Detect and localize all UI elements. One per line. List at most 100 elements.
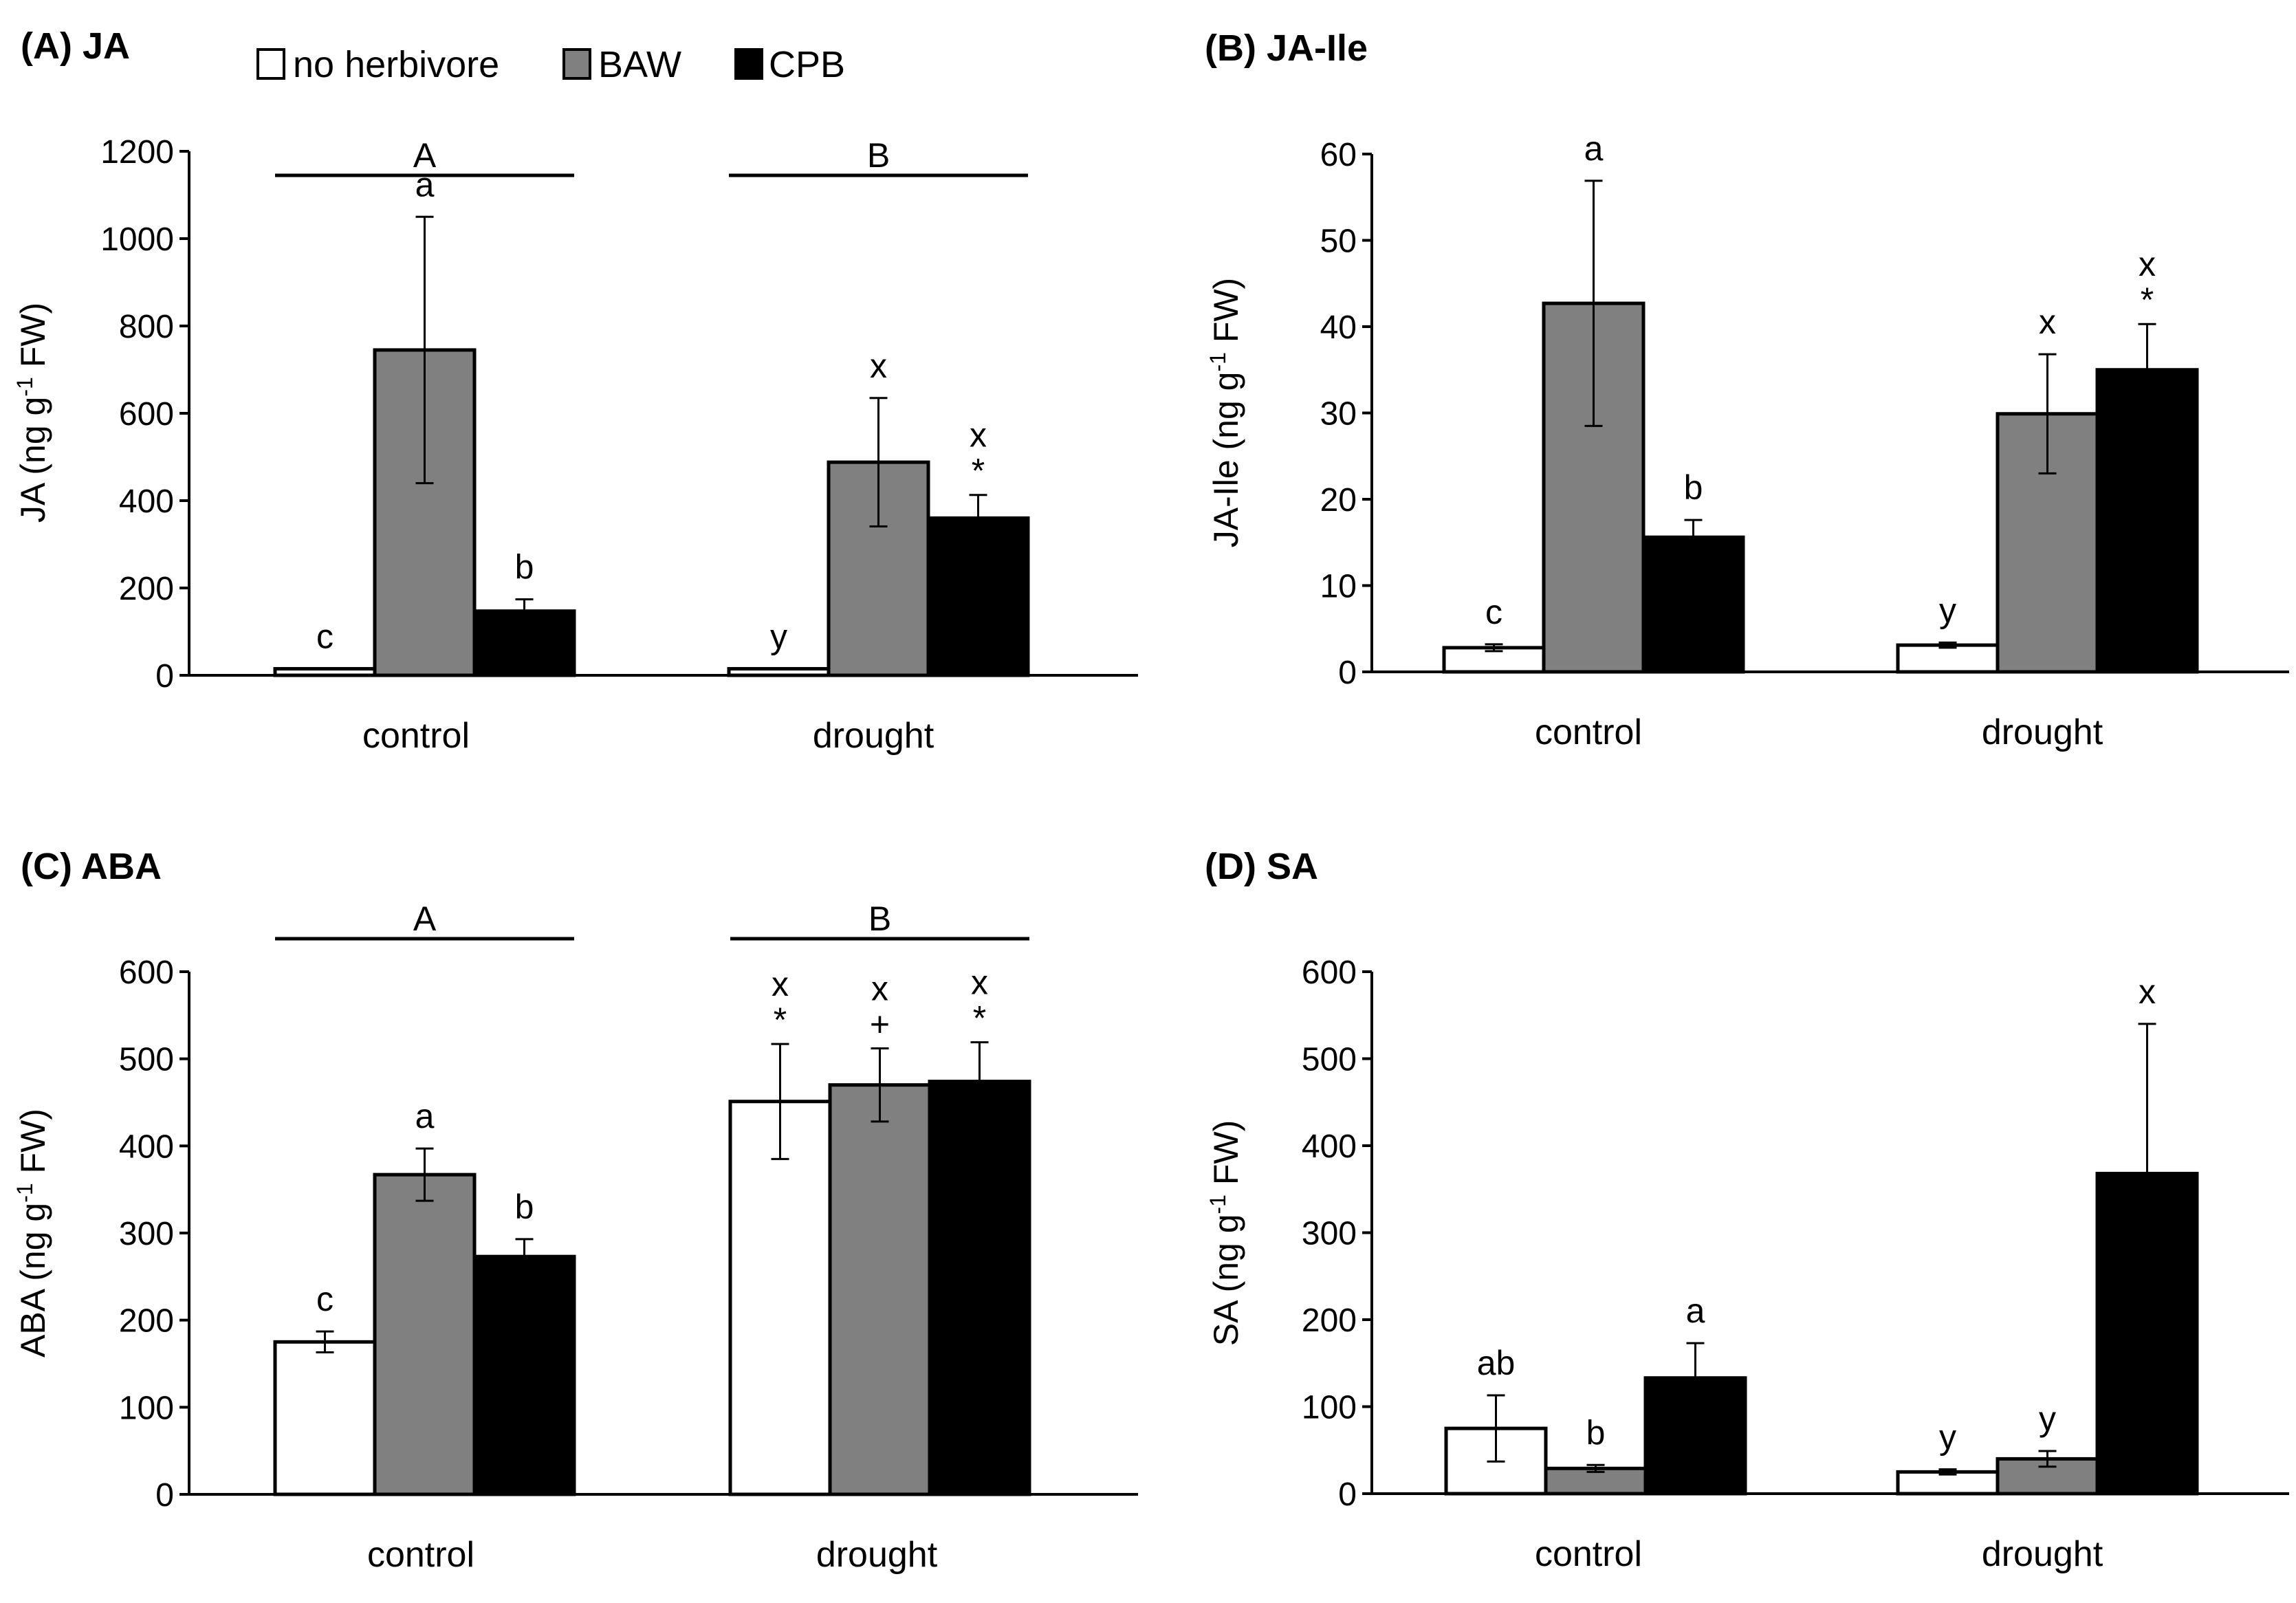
y-axis-label: ABA (ng g-1 FW) xyxy=(12,1109,52,1357)
y-tick-label: 0 xyxy=(1338,1476,1357,1513)
legend-swatch-no-herbivore xyxy=(256,48,285,80)
y-tick-label: 400 xyxy=(119,483,174,520)
significance-letter: ab xyxy=(1477,1344,1516,1382)
group-significance-label: B xyxy=(868,899,891,938)
legend: no herbivore BAW CPB xyxy=(256,44,845,85)
y-tick-label: 1000 xyxy=(100,221,174,258)
y-axis-label-main: JA (ng g xyxy=(14,397,52,523)
x-category-label: drought xyxy=(813,716,934,756)
bar-no-herbivore xyxy=(273,1340,377,1496)
y-tick-label: 400 xyxy=(1302,1128,1357,1165)
significance-letter: c xyxy=(1485,593,1502,631)
bar-no-herbivore xyxy=(728,1100,832,1496)
chart-panel-1: (A) JA JA (ng g-1 FW) 0 200 400 600 800 1000 120… xyxy=(12,25,1138,756)
legend-label-baw: BAW xyxy=(598,44,681,85)
significance-mark: * xyxy=(774,1001,787,1039)
y-axis-label: JA (ng g-1 FW) xyxy=(12,303,52,523)
y-tick-label: 600 xyxy=(119,955,174,991)
significance-mark: + xyxy=(870,1005,890,1043)
bar-baw xyxy=(828,1083,932,1496)
chart-panel-4: (D) SA SA (ng g-1 FW) 0 100 200 300 400 500 600 a… xyxy=(1205,846,2289,1574)
panel-title: (A) JA xyxy=(21,25,130,67)
significance-letter: b xyxy=(515,1188,534,1226)
significance-letter: a xyxy=(1686,1291,1705,1330)
significance-letter: x xyxy=(2139,972,2156,1011)
y-tick-label: 200 xyxy=(119,571,174,607)
y-tick-label: 400 xyxy=(119,1128,174,1165)
y-tick-label: 200 xyxy=(119,1303,174,1340)
significance-letter: x xyxy=(970,416,987,455)
significance-mark: * xyxy=(2141,281,2154,319)
panel-title: (B) JA-Ile xyxy=(1205,28,1368,69)
x-category-label: drought xyxy=(816,1535,938,1575)
bar-no-herbivore xyxy=(1896,643,2000,674)
significance-letter: x xyxy=(971,963,988,1002)
y-tick-label: 40 xyxy=(1320,309,1357,346)
y-tick-label: 500 xyxy=(1302,1042,1357,1078)
y-axis-label-unit: FW) xyxy=(14,1109,52,1183)
significance-mark: * xyxy=(973,999,986,1038)
significance-letter: y xyxy=(2039,1399,2056,1438)
significance-letter: c xyxy=(316,617,334,655)
y-tick-label: 30 xyxy=(1320,396,1357,433)
x-category-label: control xyxy=(362,716,470,756)
y-axis-label-superscript: -1 xyxy=(1205,1195,1230,1214)
y-tick-label: 500 xyxy=(119,1042,174,1078)
x-category-label: control xyxy=(367,1535,474,1575)
significance-letter: a xyxy=(415,1097,435,1135)
significance-letter: a xyxy=(415,165,435,204)
y-tick-label: 300 xyxy=(119,1216,174,1252)
y-tick-label: 600 xyxy=(119,396,174,433)
group-significance-label: B xyxy=(867,136,890,175)
y-tick-label: 20 xyxy=(1320,482,1357,519)
significance-letter: y xyxy=(770,617,787,655)
y-axis-label-unit: FW) xyxy=(14,303,52,377)
y-tick-label: 0 xyxy=(1338,655,1357,691)
y-tick-label: 50 xyxy=(1320,223,1357,260)
significance-letter: x xyxy=(871,969,888,1007)
chart-panel-3: (C) ABA ABA (ng g-1 FW) 0 100 200 300 400 500 60… xyxy=(12,846,1138,1575)
y-axis-label-main: JA-Ile (ng g xyxy=(1207,372,1245,548)
x-category-label: drought xyxy=(1982,712,2103,752)
y-tick-label: 100 xyxy=(1302,1390,1357,1426)
significance-letter: a xyxy=(1584,129,1604,168)
y-axis-label-superscript: -1 xyxy=(12,377,37,396)
y-axis-label: SA (ng g-1 FW) xyxy=(1205,1120,1245,1346)
chart-panel-2: (B) JA-Ile JA-Ile (ng g-1 FW) 0 10 20 30 40 50 6… xyxy=(1205,28,2289,752)
y-tick-label: 0 xyxy=(155,1477,174,1514)
significance-letter: b xyxy=(1586,1413,1606,1452)
significance-letter: y xyxy=(1939,591,1956,629)
panel-title: (C) ABA xyxy=(21,846,162,887)
legend-label-cpb: CPB xyxy=(769,44,845,85)
y-tick-label: 1200 xyxy=(100,134,174,171)
significance-mark: * xyxy=(972,452,985,490)
y-tick-label: 600 xyxy=(1302,955,1357,991)
y-axis-label-main: SA (ng g xyxy=(1207,1214,1245,1346)
y-tick-label: 800 xyxy=(119,309,174,345)
group-significance-label: A xyxy=(413,136,437,175)
y-tick-label: 0 xyxy=(155,658,174,695)
group-significance-label: A xyxy=(413,899,437,938)
y-axis-label-superscript: -1 xyxy=(1205,352,1230,371)
bar-cpb xyxy=(2095,368,2199,674)
significance-letter: y xyxy=(1939,1418,1956,1457)
x-category-label: control xyxy=(1535,712,1642,752)
panel-title: (D) SA xyxy=(1205,846,1318,887)
x-category-label: control xyxy=(1535,1534,1642,1574)
y-axis-label: JA-Ile (ng g-1 FW) xyxy=(1205,278,1245,547)
y-tick-label: 300 xyxy=(1302,1216,1357,1252)
significance-letter: x xyxy=(2139,245,2156,283)
y-tick-label: 60 xyxy=(1320,137,1357,173)
significance-letter: x xyxy=(2039,303,2056,341)
y-tick-label: 10 xyxy=(1320,569,1357,605)
bar-cpb xyxy=(926,516,1030,677)
significance-letter: b xyxy=(515,548,534,587)
legend-swatch-baw xyxy=(562,48,591,80)
legend-label-no-herbivore: no herbivore xyxy=(293,44,499,85)
x-category-label: drought xyxy=(1982,1534,2103,1574)
legend-swatch-cpb xyxy=(734,48,763,80)
significance-letter: x xyxy=(772,965,789,1003)
significance-letter: c xyxy=(316,1280,334,1318)
y-axis-label-main: ABA (ng g xyxy=(14,1203,52,1357)
